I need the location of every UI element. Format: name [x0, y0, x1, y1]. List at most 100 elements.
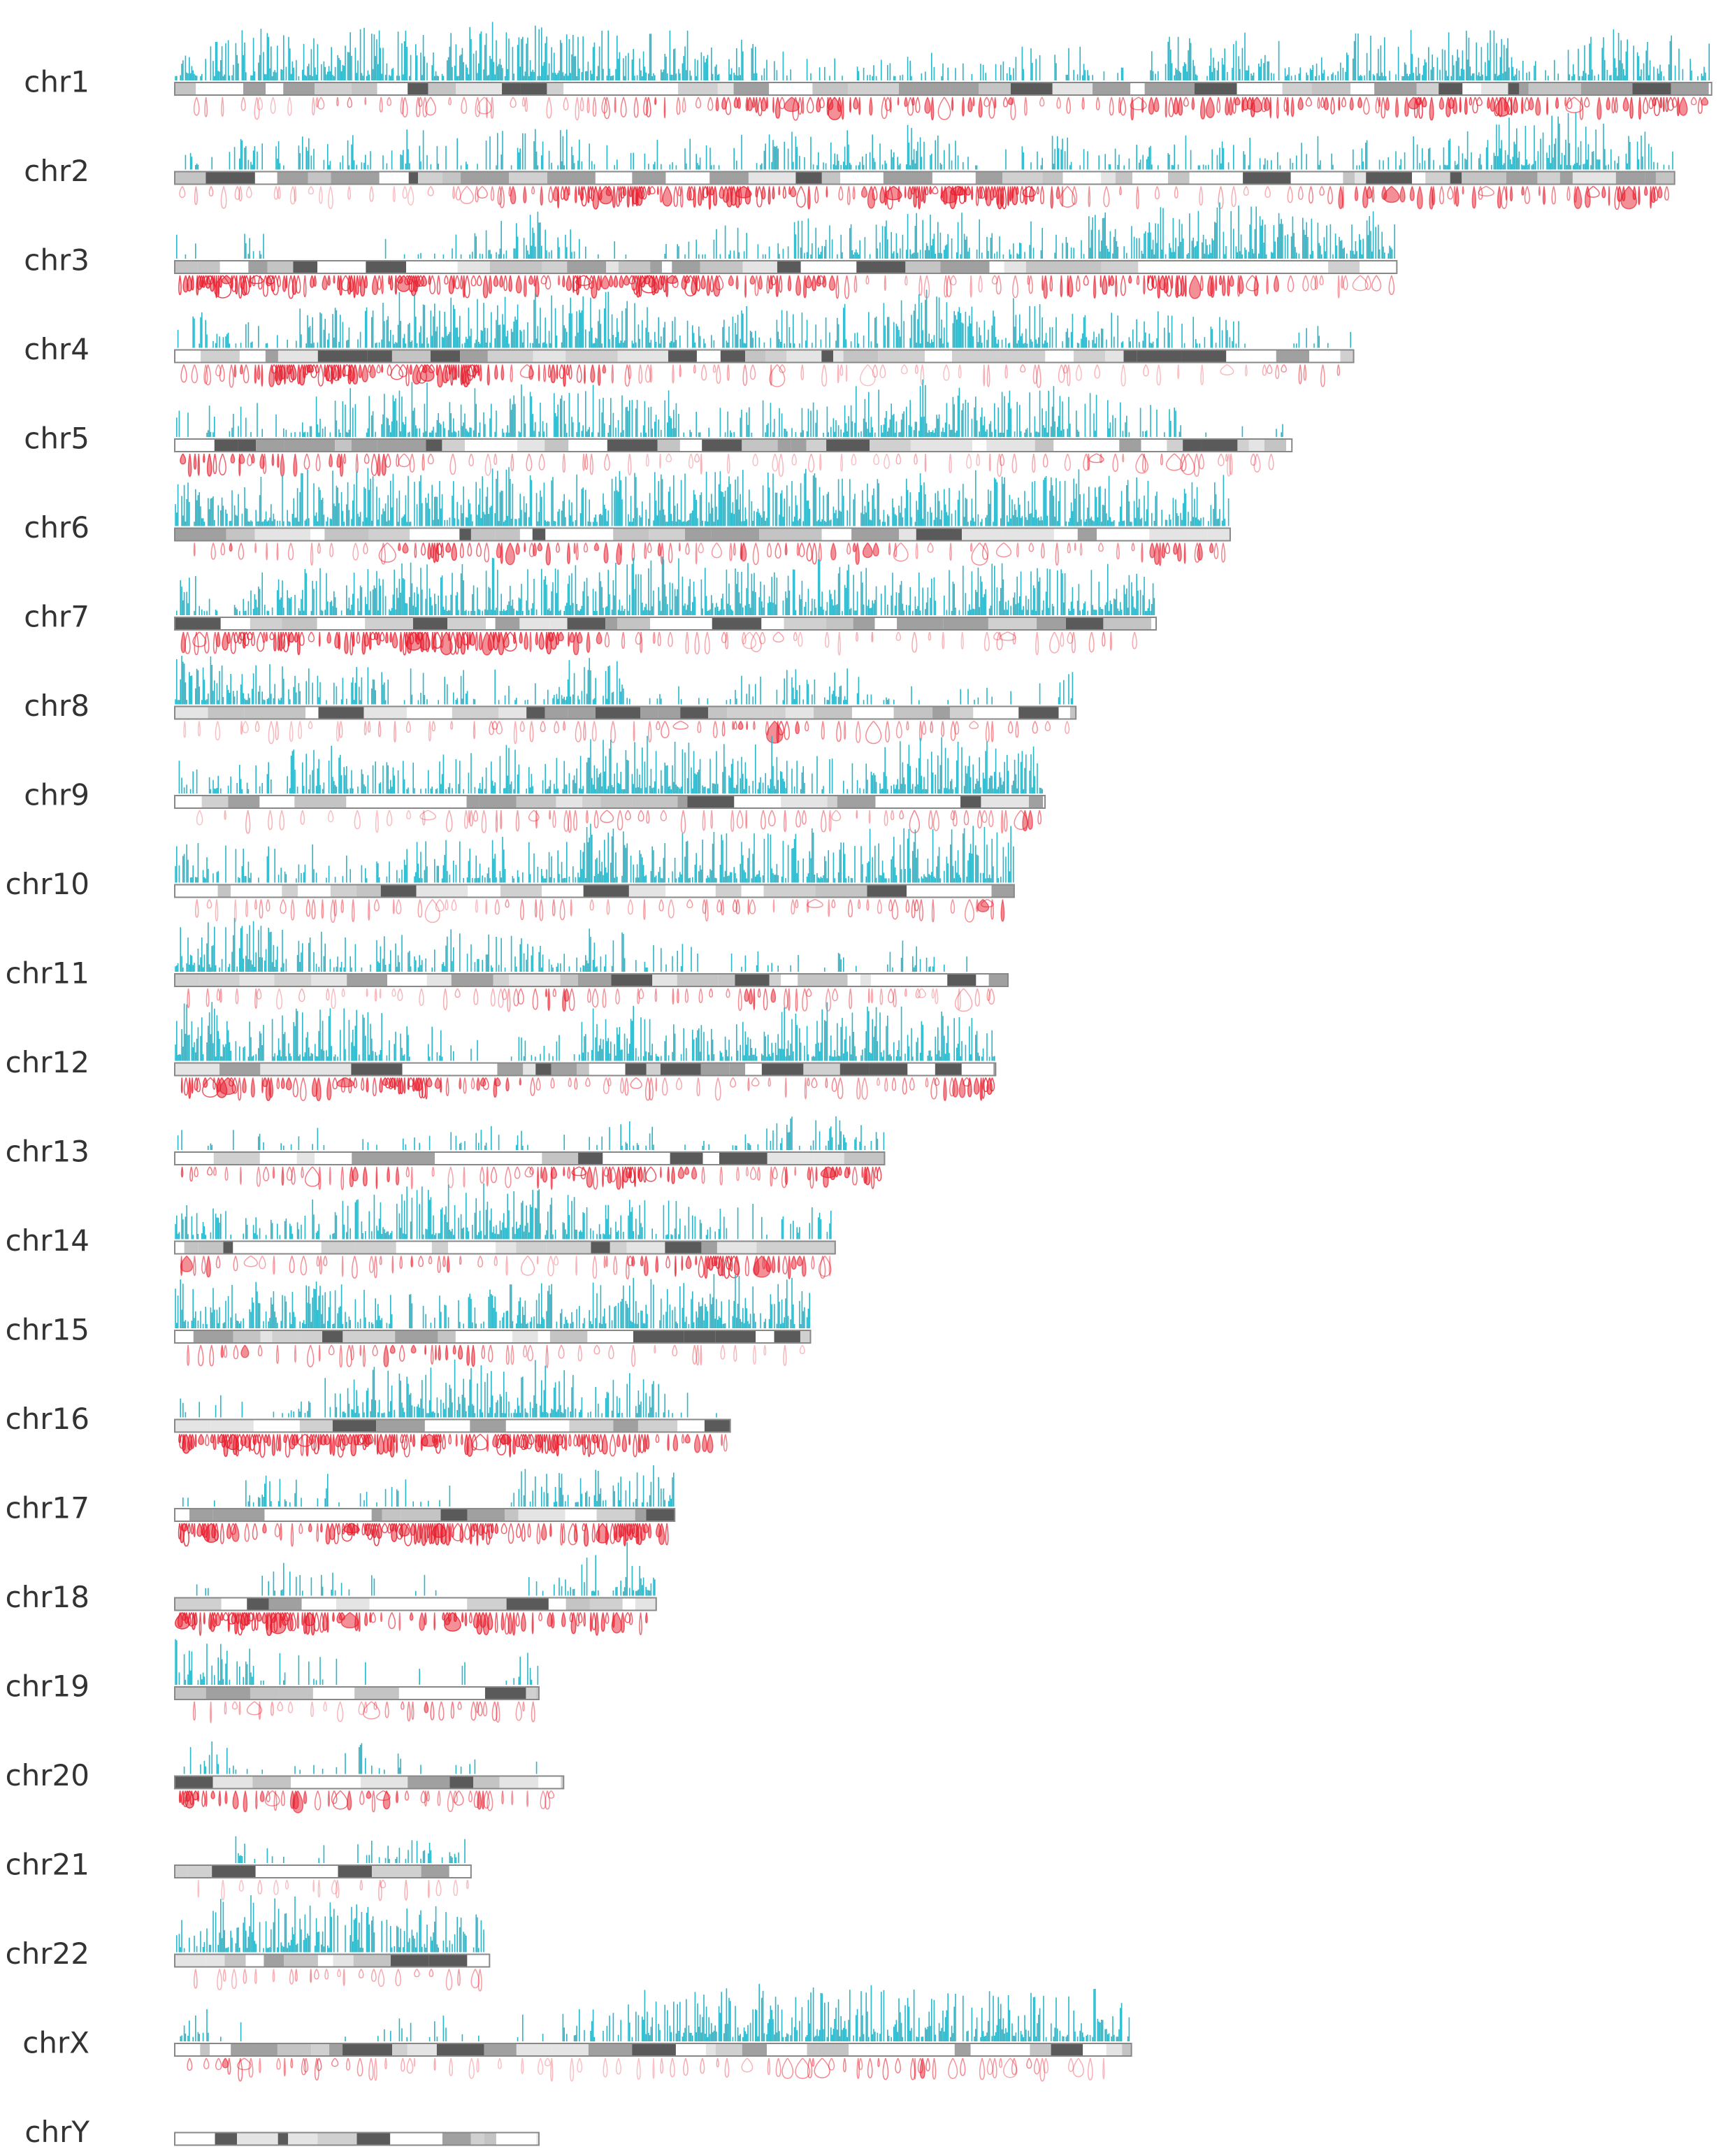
loop [243, 1969, 247, 1984]
loop [294, 186, 297, 202]
loop [740, 542, 747, 562]
loop [257, 1879, 263, 1895]
loop [1546, 96, 1549, 115]
cytoband [254, 171, 277, 185]
loop [645, 453, 649, 467]
loop [178, 1790, 182, 1804]
loop [1319, 275, 1324, 286]
loop [629, 186, 633, 198]
loop [470, 1969, 480, 1988]
cytoband [277, 350, 318, 363]
loop [1015, 721, 1019, 738]
loop [807, 898, 823, 908]
loop [197, 453, 201, 476]
loop [1158, 542, 1162, 566]
loop [234, 1612, 238, 1634]
cytoband [387, 974, 417, 986]
cytoband [907, 1063, 925, 1076]
loop [550, 1612, 555, 1629]
loop [841, 96, 844, 120]
chromosome-label: chr9 [24, 778, 89, 812]
loop [553, 1256, 559, 1266]
cytoband [1271, 261, 1318, 273]
loop [221, 275, 232, 285]
loop [1302, 275, 1309, 292]
cytoband [322, 1330, 343, 1343]
loop [586, 1166, 593, 1188]
loop [861, 1166, 864, 1179]
loop [700, 2057, 705, 2074]
loop [867, 988, 870, 1004]
loop [328, 1344, 335, 1356]
loop [203, 2057, 210, 2069]
loop [263, 1166, 270, 1181]
loop [570, 2057, 575, 2082]
cytoband [1168, 171, 1190, 185]
loop [275, 1434, 280, 1451]
loop [888, 542, 891, 556]
loop [521, 96, 526, 107]
loop [406, 2057, 414, 2074]
loop [290, 1612, 296, 1632]
loop [652, 631, 656, 645]
loop [796, 1256, 803, 1267]
loop [424, 1612, 427, 1625]
loop [1551, 186, 1556, 205]
cytoband [925, 350, 952, 363]
loop [505, 542, 515, 566]
cytoband [368, 528, 410, 541]
loop [208, 186, 214, 196]
loop [1016, 542, 1019, 558]
loop [1178, 96, 1183, 116]
cytoband [650, 261, 662, 273]
loop [481, 810, 487, 833]
loop [451, 899, 457, 911]
loop [698, 186, 702, 206]
loop [494, 1077, 501, 1086]
loop [1161, 542, 1165, 559]
loop [352, 1256, 358, 1279]
cytoband [1137, 350, 1182, 363]
loop [665, 453, 672, 463]
loop [379, 1077, 383, 1093]
loop [658, 899, 664, 912]
loop [1478, 185, 1494, 196]
loop [904, 96, 908, 108]
loop [765, 96, 769, 109]
loop [1102, 631, 1106, 647]
loop [538, 453, 545, 470]
loop [468, 453, 474, 466]
loop [583, 542, 589, 553]
loop [311, 899, 316, 920]
signal-track [177, 1116, 885, 1150]
loop [1118, 96, 1121, 113]
cytoband [175, 350, 201, 363]
loop [587, 1434, 591, 1458]
loop [777, 721, 785, 735]
loop [589, 899, 594, 911]
loop [452, 186, 455, 199]
cytoband [791, 439, 807, 452]
cytoband [312, 1687, 355, 1699]
loop [976, 453, 980, 466]
cytoband [459, 528, 471, 541]
cytoband [215, 2132, 238, 2146]
loop [366, 988, 368, 998]
loop [1098, 542, 1104, 552]
cytoband [212, 1865, 244, 1878]
loop [1028, 810, 1033, 831]
loop [477, 1790, 482, 1810]
loop [550, 1166, 557, 1179]
loop [615, 988, 620, 1005]
cytoband [622, 1597, 636, 1611]
loop [433, 631, 442, 649]
cytoband [351, 439, 377, 452]
cytoband [424, 706, 452, 719]
loop [752, 96, 756, 108]
loop [1409, 186, 1415, 201]
cytoband [796, 2043, 807, 2056]
loop [558, 364, 565, 379]
loop [1011, 2057, 1017, 2076]
signal-track [183, 1741, 538, 1774]
loop [410, 1256, 414, 1267]
